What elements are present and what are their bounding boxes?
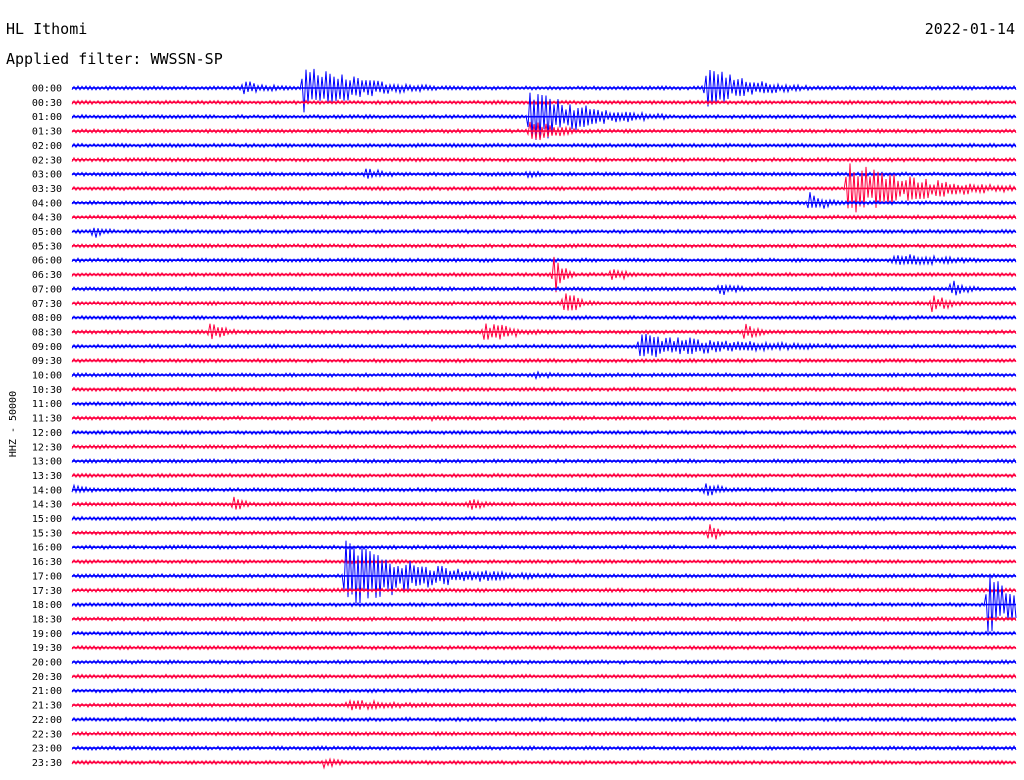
time-tick-label: 11:30 <box>32 414 62 425</box>
time-tick-label: 04:30 <box>32 213 62 224</box>
time-tick-label: 05:30 <box>32 241 62 252</box>
time-tick-label: 15:00 <box>32 514 62 525</box>
time-tick-label: 15:30 <box>32 528 62 539</box>
trace-row <box>71 280 1017 296</box>
time-tick-label: 04:00 <box>32 198 62 209</box>
time-tick-label: 02:30 <box>32 155 62 166</box>
time-tick-label: 06:30 <box>32 270 62 281</box>
time-tick-label: 17:30 <box>32 586 62 597</box>
time-tick-label: 16:30 <box>32 557 62 568</box>
time-tick-label: 19:30 <box>32 643 62 654</box>
time-tick-label: 03:00 <box>32 170 62 181</box>
time-tick-label: 20:00 <box>32 658 62 669</box>
time-tick-label: 07:00 <box>32 284 62 295</box>
time-tick-label: 05:00 <box>32 227 62 238</box>
time-tick-label: 14:00 <box>32 485 62 496</box>
station-title: HL Ithomi <box>6 20 88 38</box>
time-tick-label: 07:30 <box>32 299 62 310</box>
time-tick-label: 09:30 <box>32 356 62 367</box>
trace-row <box>71 757 1017 770</box>
time-tick-label: 12:00 <box>32 428 62 439</box>
trace-row <box>71 524 1017 540</box>
time-tick-label: 00:00 <box>32 84 62 95</box>
trace-row <box>71 68 1017 113</box>
time-tick-label: 06:00 <box>32 256 62 267</box>
time-tick-label: 03:30 <box>32 184 62 195</box>
time-tick-label: 08:30 <box>32 327 62 338</box>
time-tick-label: 08:00 <box>32 313 62 324</box>
time-tick-label: 20:30 <box>32 672 62 683</box>
time-tick-label: 23:30 <box>32 758 62 769</box>
time-tick-label: 13:30 <box>32 471 62 482</box>
time-tick-label: 21:00 <box>32 686 62 697</box>
filter-label: Applied filter: WWSSN-SP <box>6 50 223 68</box>
time-tick-label: 01:30 <box>32 127 62 138</box>
date-label: 2022-01-14 <box>924 20 1015 38</box>
trace-row <box>71 192 1017 209</box>
time-tick-label: 02:00 <box>32 141 62 152</box>
time-tick-label: 11:00 <box>32 399 62 410</box>
time-tick-label: 09:00 <box>32 342 62 353</box>
time-tick-label: 18:00 <box>32 600 62 611</box>
trace-row <box>71 227 1017 238</box>
trace-row <box>71 496 1017 510</box>
time-tick-label: 17:00 <box>32 571 62 582</box>
time-tick-label: 16:00 <box>32 543 62 554</box>
time-tick-label: 22:30 <box>32 729 62 740</box>
time-tick-label: 21:30 <box>32 701 62 712</box>
time-tick-label: 12:30 <box>32 442 62 453</box>
time-tick-label: 13:00 <box>32 457 62 468</box>
time-tick-label: 19:00 <box>32 629 62 640</box>
time-tick-label: 18:30 <box>32 614 62 625</box>
trace-row <box>71 163 1017 213</box>
trace-row <box>71 540 1017 604</box>
time-tick-label: 23:00 <box>32 744 62 755</box>
time-tick-label: 10:00 <box>32 371 62 382</box>
trace-group <box>71 68 1017 770</box>
tick-label-group: 00:00 00:30 01:00 01:30 02:00 02:30 03:00 03:30… <box>32 84 62 769</box>
time-tick-label: 22:00 <box>32 715 62 726</box>
time-tick-label: 01:00 <box>32 112 62 123</box>
time-tick-label: 14:30 <box>32 500 62 511</box>
time-tick-label: 00:30 <box>32 98 62 109</box>
time-tick-label: 10:30 <box>32 385 62 396</box>
